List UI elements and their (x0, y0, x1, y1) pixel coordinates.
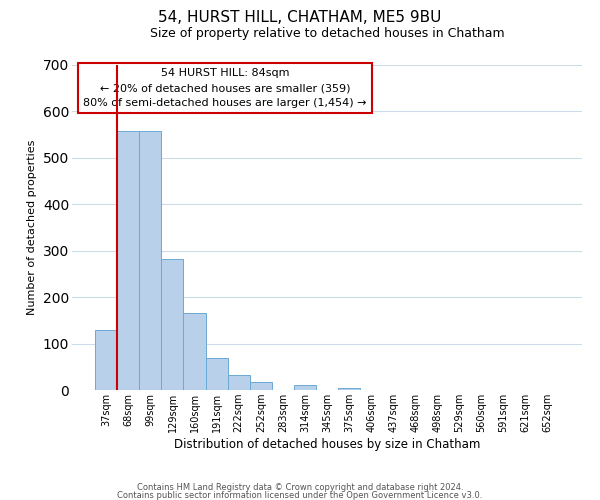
Y-axis label: Number of detached properties: Number of detached properties (27, 140, 37, 315)
Text: Contains HM Land Registry data © Crown copyright and database right 2024.: Contains HM Land Registry data © Crown c… (137, 483, 463, 492)
Bar (184, 314, 206, 390)
Bar (117, 131, 139, 390)
Text: 54, HURST HILL, CHATHAM, ME5 9BU: 54, HURST HILL, CHATHAM, ME5 9BU (158, 10, 442, 25)
Bar (250, 382, 272, 390)
Text: 54 HURST HILL: 84sqm
← 20% of detached houses are smaller (359)
80% of semi-deta: 54 HURST HILL: 84sqm ← 20% of detached h… (83, 68, 367, 108)
Text: Contains public sector information licensed under the Open Government Licence v3: Contains public sector information licen… (118, 490, 482, 500)
Bar (95, 330, 117, 390)
Bar (206, 358, 227, 390)
Bar (161, 258, 184, 390)
Bar (338, 388, 360, 390)
Bar (139, 131, 161, 390)
Bar (294, 386, 316, 390)
Title: Size of property relative to detached houses in Chatham: Size of property relative to detached ho… (149, 27, 505, 40)
X-axis label: Distribution of detached houses by size in Chatham: Distribution of detached houses by size … (174, 438, 480, 451)
Bar (227, 374, 250, 390)
